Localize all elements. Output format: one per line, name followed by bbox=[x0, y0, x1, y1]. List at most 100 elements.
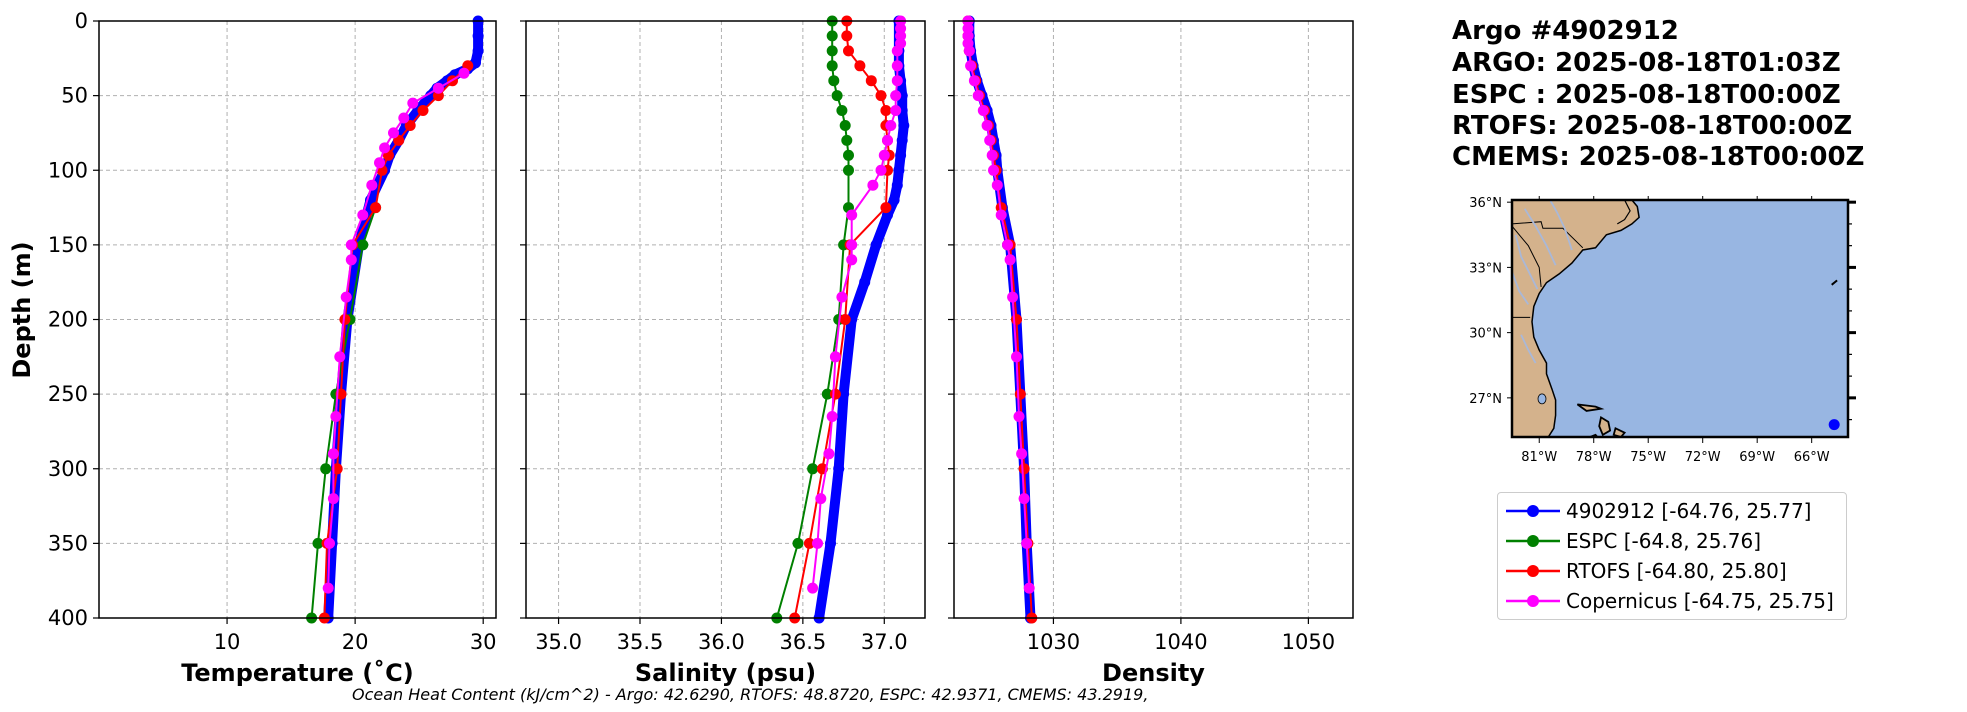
density-point-copernicus-5 bbox=[965, 60, 977, 72]
salinity-point-espc-6 bbox=[836, 105, 848, 116]
temperature-point-argo-2 bbox=[472, 45, 484, 57]
legend-item-argo: 4902912 [-64.76, 25.77] bbox=[1498, 496, 1846, 526]
legend-item-rtofs: RTOFS [-64.80, 25.80] bbox=[1498, 556, 1846, 586]
salinity-point-argo-17 bbox=[833, 463, 845, 475]
legend-marker-rtofs bbox=[1506, 565, 1560, 577]
salinity-point-rtofs-3 bbox=[854, 60, 866, 72]
espc-time: ESPC : 2025-08-18T00:00Z bbox=[1452, 80, 1841, 110]
map-lon-label-2: 75°W bbox=[1630, 450, 1666, 465]
salinity-point-espc-2 bbox=[826, 45, 838, 57]
salinity-point-argo-10 bbox=[891, 179, 903, 191]
salinity-axis-label: Salinity (psu) bbox=[635, 659, 816, 687]
legend-item-copernicus: Copernicus [-64.75, 25.75] bbox=[1498, 586, 1846, 616]
legend-label-rtofs: RTOFS [-64.80, 25.80] bbox=[1566, 559, 1787, 583]
salinity-point-rtofs-2 bbox=[843, 45, 854, 57]
salinity-point-copernicus-11 bbox=[878, 149, 890, 161]
salinity-point-espc-16 bbox=[792, 537, 804, 549]
depth-tick-label-7: 350 bbox=[48, 531, 88, 555]
density-point-copernicus-4 bbox=[963, 45, 975, 57]
density-point-copernicus-19 bbox=[1013, 411, 1025, 422]
legend: 4902912 [-64.76, 25.77] ESPC [-64.8, 25.… bbox=[1497, 492, 1847, 620]
argo-time: ARGO: 2025-08-18T01:03Z bbox=[1452, 48, 1841, 78]
map-bermuda bbox=[1831, 279, 1838, 286]
legend-label-espc: ESPC [-64.8, 25.76] bbox=[1566, 529, 1762, 553]
salinity-point-argo-6 bbox=[898, 120, 910, 131]
temperature-point-rtofs-3 bbox=[417, 105, 429, 116]
salinity-point-copernicus-16 bbox=[846, 254, 858, 266]
map-lon-label-1: 78°W bbox=[1576, 450, 1612, 465]
map-island-1 bbox=[1598, 415, 1612, 437]
legend-label-copernicus: Copernicus [-64.75, 25.75] bbox=[1566, 589, 1834, 613]
temperature-point-espc-1 bbox=[357, 239, 369, 251]
salinity-point-espc-10 bbox=[843, 164, 854, 176]
salinity-point-argo-8 bbox=[895, 149, 907, 161]
salinity-point-argo-14 bbox=[859, 276, 871, 288]
map-river-2 bbox=[1514, 234, 1539, 290]
temperature-point-espc-4 bbox=[320, 463, 332, 475]
salinity-point-argo-18 bbox=[825, 537, 836, 549]
temperature-point-copernicus-3 bbox=[398, 112, 410, 124]
map-lat-label-1: 33°N bbox=[1469, 261, 1502, 276]
map-river-0 bbox=[1549, 200, 1573, 251]
salinity-point-rtofs-14 bbox=[829, 388, 841, 400]
rtofs-time: RTOFS: 2025-08-18T00:00Z bbox=[1452, 111, 1853, 141]
salinity-point-copernicus-9 bbox=[885, 120, 897, 131]
float-title: Argo #4902912 bbox=[1452, 16, 1679, 46]
salinity-point-rtofs-16 bbox=[803, 537, 815, 549]
temperature-panel: 10 20 30050100150200250300350400Temperatur… bbox=[48, 9, 497, 687]
temperature-xtick-label-1: 20 bbox=[342, 630, 369, 654]
map-lon-label-0: 81°W bbox=[1521, 450, 1557, 465]
temperature-xtick-label-2: 30 bbox=[470, 630, 497, 654]
density-point-rtofs-13 bbox=[1011, 314, 1022, 325]
salinity-point-copernicus-13 bbox=[867, 179, 879, 191]
salinity-point-espc-5 bbox=[831, 90, 843, 102]
density-point-copernicus-23 bbox=[1023, 582, 1035, 594]
salinity-point-copernicus-12 bbox=[875, 164, 887, 176]
density-point-copernicus-17 bbox=[1007, 291, 1019, 303]
salinity-point-rtofs-6 bbox=[880, 105, 892, 116]
location-map: 81°W 78°W 75°W 72°W 69°W 66°W 36°N 33°N 30°N 27°N bbox=[1469, 196, 1856, 465]
map-lon-label-3: 72°W bbox=[1685, 450, 1721, 465]
temperature-point-rtofs-8 bbox=[370, 202, 382, 214]
salinity-point-argo-11 bbox=[888, 194, 900, 206]
salinity-point-rtofs-4 bbox=[865, 75, 877, 87]
salinity-point-copernicus-18 bbox=[829, 351, 841, 363]
legend-item-espc: ESPC [-64.8, 25.76] bbox=[1498, 526, 1846, 556]
temperature-point-copernicus-15 bbox=[327, 493, 339, 505]
salinity-point-argo-7 bbox=[896, 134, 908, 146]
map-lat-label-2: 30°N bbox=[1469, 327, 1502, 342]
salinity-xtick-label-0: 35.0 bbox=[535, 630, 582, 654]
map-state-border-1 bbox=[1512, 225, 1542, 288]
salinity-point-copernicus-19 bbox=[826, 411, 838, 422]
map-lake-okeechobee bbox=[1537, 393, 1547, 405]
map-frame bbox=[1510, 198, 1850, 439]
density-xtick-label-1: 1040 bbox=[1154, 630, 1207, 654]
temperature-point-copernicus-5 bbox=[379, 142, 391, 154]
depth-tick-label-8: 400 bbox=[48, 606, 88, 630]
temperature-point-espc-5 bbox=[312, 537, 324, 549]
temperature-point-copernicus-17 bbox=[322, 582, 334, 594]
density-point-copernicus-7 bbox=[972, 90, 984, 102]
temperature-point-copernicus-11 bbox=[340, 291, 352, 303]
salinity-point-espc-9 bbox=[843, 149, 854, 161]
temperature-point-copernicus-0 bbox=[458, 67, 470, 79]
density-point-copernicus-9 bbox=[981, 120, 993, 131]
map-island-2 bbox=[1612, 427, 1627, 437]
map-river-4 bbox=[1520, 334, 1537, 364]
salinity-point-copernicus-8 bbox=[890, 105, 902, 116]
depth-tick-label-3: 150 bbox=[48, 233, 88, 257]
salinity-xtick-label-1: 35.5 bbox=[617, 630, 664, 654]
density-point-copernicus-8 bbox=[977, 105, 989, 116]
density-point-copernicus-12 bbox=[988, 164, 999, 176]
legend-label-argo: 4902912 [-64.76, 25.77] bbox=[1566, 499, 1812, 523]
density-point-rtofs-15 bbox=[1018, 463, 1030, 475]
map-lat-label-0: 36°N bbox=[1469, 196, 1502, 211]
salinity-xtick-label-2: 36.0 bbox=[698, 630, 745, 654]
map-land-us-coast bbox=[1512, 200, 1640, 437]
density-panel: 1030 1040 1050 Density bbox=[948, 15, 1354, 687]
temperature-point-argo-8 bbox=[425, 90, 437, 102]
density-axis-label: Density bbox=[1102, 659, 1205, 687]
temperature-point-copernicus-14 bbox=[327, 448, 339, 460]
salinity-point-rtofs-11 bbox=[880, 202, 892, 214]
